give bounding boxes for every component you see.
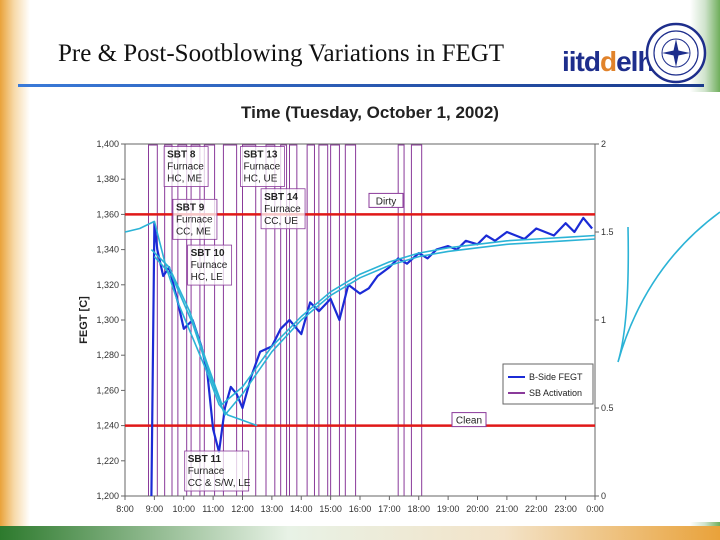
annotation-6-line-3: CC & S/W, LE	[188, 478, 251, 489]
brand-prefix: iitd	[562, 46, 601, 77]
annotation-1-line-2: Furnace	[167, 162, 204, 173]
institute-seal-icon	[645, 22, 707, 84]
x-tick-label-2: 9:00	[146, 504, 164, 514]
slide-title: Pre & Post-Sootblowing Variations in FEG…	[58, 40, 505, 67]
x-tick-label-14: 21:00	[496, 504, 519, 514]
y-tick-label-5: 1,280	[96, 350, 119, 360]
x-tick-label-7: 14:00	[290, 504, 313, 514]
x-tick-label-6: 13:00	[261, 504, 284, 514]
y2-tick-label-5: 2	[601, 139, 606, 149]
annotation-box-6	[184, 450, 250, 492]
x-tick-label-17: 0:00	[586, 504, 604, 514]
y-tick-label-11: 1,400	[96, 139, 119, 149]
legend: B-Side FEGT SB Activation	[502, 363, 594, 405]
y-tick-label-3: 1,240	[96, 421, 119, 431]
y-tick-label-7: 1,320	[96, 280, 119, 290]
y-tick-label-10: 1,380	[96, 174, 119, 184]
slide-bottom-band	[0, 526, 720, 540]
y2-tick-group: 0 0.5 1 1.5 2	[595, 139, 614, 501]
x-tick-label-9: 16:00	[349, 504, 372, 514]
annotation-5-line-3: HC, LE	[191, 272, 224, 283]
x-tick-label-11: 18:00	[407, 504, 430, 514]
x-tick-label-12: 19:00	[437, 504, 460, 514]
series-line-3	[153, 238, 596, 416]
x-tick-label-5: 12:00	[231, 504, 254, 514]
x-tick-label-1: 8:00	[116, 504, 134, 514]
y2-tick-label-4: 1.5	[601, 227, 614, 237]
x-tick-label-10: 17:00	[378, 504, 401, 514]
annotation-2-line-3: HC, UE	[244, 174, 278, 185]
annotation-1-line-3: HC, ME	[167, 174, 202, 185]
chart-title: Time (Tuesday, October 1, 2002)	[241, 103, 499, 122]
threshold-label-box-2	[451, 412, 487, 428]
y-tick-label-8: 1,340	[96, 245, 119, 255]
annotation-4-line-3: CC, ME	[176, 226, 211, 237]
x-tick-group: 8:00 9:00 10:00 11:00 12:00 13:00 14:00 15:00 16…	[116, 496, 604, 514]
y-tick-label-1: 1,200	[96, 491, 119, 501]
annotation-4-line-1: SBT 9	[176, 202, 205, 213]
y2-tick-label-2: 0.5	[601, 403, 614, 413]
x-tick-label-4: 11:00	[202, 504, 224, 514]
brand-wordmark: iitddelhi	[562, 46, 661, 78]
annotation-box-4	[172, 198, 218, 240]
y-axis-label: FEGT [C]	[78, 296, 90, 344]
series-line-4	[124, 220, 258, 427]
annotation-5-line-2: Furnace	[191, 260, 228, 271]
annotation-4-line-2: Furnace	[176, 214, 213, 225]
annotation-5-line-1: SBT 10	[191, 248, 225, 259]
x-tick-label-3: 10:00	[172, 504, 195, 514]
annotation-box-1	[163, 146, 209, 187]
title-underline	[18, 84, 704, 87]
y-tick-group: 1,200 1,220 1,240 1,260 1,280 1,300 1,320 1,340…	[96, 139, 125, 501]
y-tick-label-2: 1,220	[96, 456, 119, 466]
threshold-label-2: Clean	[456, 416, 482, 427]
y-tick-label-4: 1,260	[96, 385, 119, 395]
annotation-2-line-2: Furnace	[244, 162, 281, 173]
legend-box	[502, 363, 594, 405]
annotation-3-line-1: SBT 14	[264, 192, 298, 203]
annotation-3-line-2: Furnace	[264, 204, 301, 215]
legend-label-1: B-Side FEGT	[529, 372, 583, 382]
annotation-box-3	[260, 188, 306, 230]
brand-letter: d	[600, 46, 617, 77]
annotation-6-line-2: Furnace	[188, 466, 225, 477]
fegt-chart: Time (Tuesday, October 1, 2002) FEGT [C]…	[70, 92, 720, 522]
legend-label-2: SB Activation	[529, 388, 582, 398]
annotation-3-line-3: CC, UE	[264, 216, 298, 227]
x-tick-label-15: 22:00	[525, 504, 548, 514]
threshold-label-box-1	[368, 192, 404, 208]
series-line-2	[150, 234, 596, 406]
annotation-box-5	[187, 244, 233, 286]
x-tick-label-13: 20:00	[466, 504, 489, 514]
y2-tick-label-1: 0	[601, 491, 606, 501]
y-tick-label-6: 1,300	[96, 315, 119, 325]
annotation-2-line-1: SBT 13	[244, 150, 278, 161]
annotation-1-line-1: SBT 8	[167, 150, 196, 161]
annotation-box-2	[240, 146, 285, 187]
threshold-label-1: Dirty	[376, 196, 397, 207]
edge-trend-curve	[617, 211, 720, 363]
annotation-6-line-1: SBT 11	[188, 454, 222, 465]
y2-tick-label-3: 1	[601, 315, 606, 325]
x-tick-label-8: 15:00	[319, 504, 342, 514]
y-tick-label-9: 1,360	[96, 209, 119, 219]
x-tick-label-16: 23:00	[554, 504, 577, 514]
series-group	[124, 211, 720, 497]
